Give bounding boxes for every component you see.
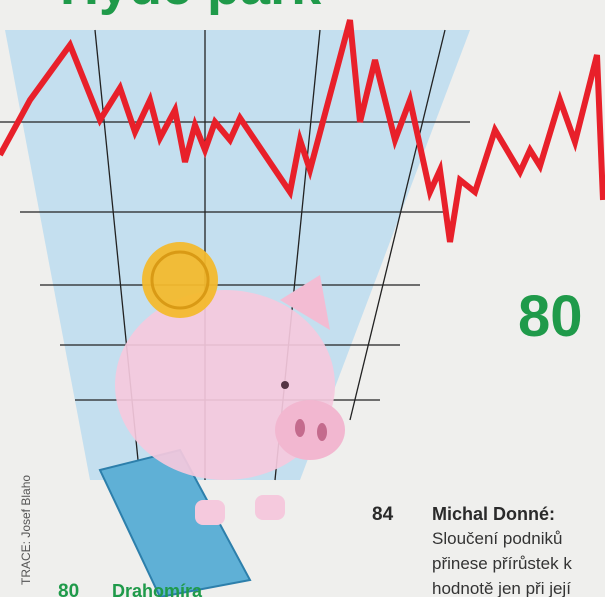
article-line: přinese přírůstek k — [432, 554, 572, 573]
article-line: Sloučení podniků — [432, 529, 562, 548]
title: Hyde park — [60, 0, 322, 16]
page-number: 80 — [518, 284, 583, 349]
magazine-page: Hyde park 80 TRACE: Josef Blaho 84 Micha… — [0, 0, 605, 597]
article-author: Drahomíra — [112, 581, 203, 597]
article-page: 80 — [58, 581, 79, 597]
article-page: 84 — [372, 504, 394, 525]
page: {"header": {"title": "Hyde park"}, "illu… — [0, 0, 605, 597]
article-author: Michal Donné: — [432, 504, 555, 524]
article-line: hodnotě jen při její — [432, 579, 571, 597]
illustration-credit: TRACE: Josef Blaho — [19, 475, 33, 585]
